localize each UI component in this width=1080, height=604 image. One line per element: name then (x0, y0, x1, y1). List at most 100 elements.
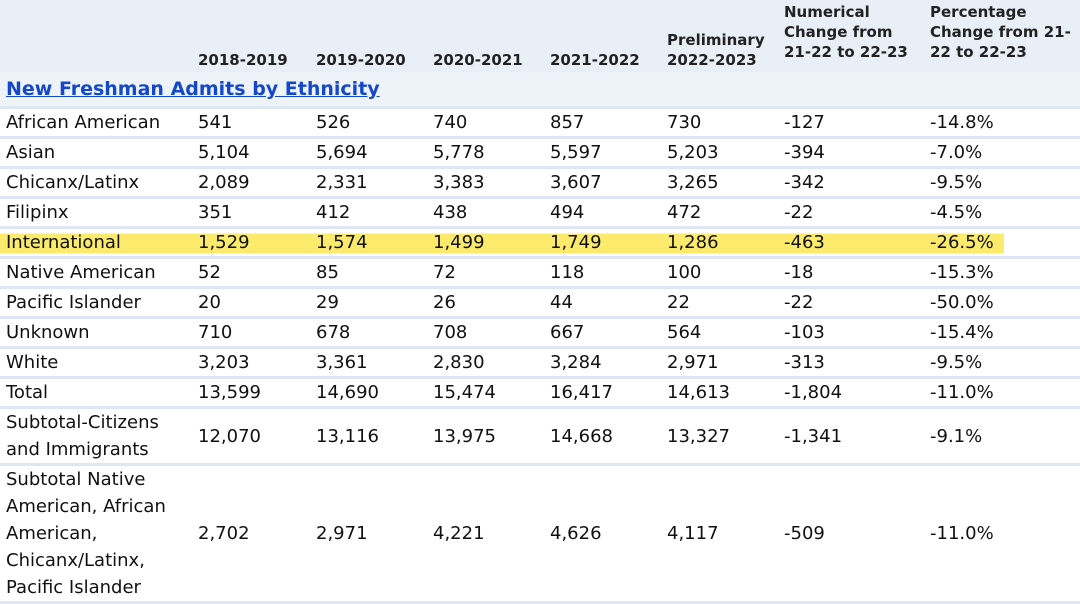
cell-value: 710 (192, 317, 310, 349)
column-header: Numerical Change from 21-22 to 22-23 (778, 0, 924, 72)
cell-value: 541 (192, 107, 310, 139)
table-body: African American 541 526 740 857 730 -127 -14.8… (0, 107, 1080, 604)
cell-value: 16,417 (544, 377, 661, 409)
cell-value: -15.3% (924, 257, 1080, 289)
cell-value: 3,203 (192, 347, 310, 379)
cell-value: -463 (778, 227, 924, 259)
cell-value: 5,203 (661, 137, 778, 169)
cell-value: -1,341 (778, 407, 924, 466)
row-label: Chicanx/Latinx (0, 167, 192, 199)
cell-value: 857 (544, 107, 661, 139)
cell-value: -394 (778, 137, 924, 169)
cell-value: 351 (192, 197, 310, 229)
cell-value: 730 (661, 107, 778, 139)
row-label: African American (0, 107, 192, 139)
column-header: Preliminary 2022-2023 (661, 0, 778, 72)
cell-value: 85 (310, 257, 427, 289)
cell-value: 20 (192, 287, 310, 319)
table-header: 2018-2019 2019-2020 2020-2021 2021-2022 Prel… (0, 0, 1080, 72)
cell-value: 15,474 (427, 377, 544, 409)
table-row: Chicanx/Latinx 2,089 2,331 3,383 3,607 3,265-… (0, 167, 1080, 199)
column-header: 2021-2022 (544, 0, 661, 72)
row-label: Filipinx (0, 197, 192, 229)
cell-value: -15.4% (924, 317, 1080, 349)
row-label: Unknown (0, 317, 192, 349)
row-label: International (0, 227, 192, 259)
cell-value: 2,830 (427, 347, 544, 379)
cell-value: 13,975 (427, 407, 544, 466)
cell-value: 3,361 (310, 347, 427, 379)
cell-value: 2,702 (192, 464, 310, 604)
table-row: Filipinx 351 412 438 494 472 -22 -4.5% (0, 197, 1080, 229)
cell-value: -9.5% (924, 167, 1080, 199)
row-label: Asian (0, 137, 192, 169)
cell-value: -313 (778, 347, 924, 379)
cell-value: 13,599 (192, 377, 310, 409)
cell-value: 472 (661, 197, 778, 229)
section-title[interactable]: New Freshman Admits by Ethnicity (6, 78, 380, 100)
cell-value: 72 (427, 257, 544, 289)
cell-value: 526 (310, 107, 427, 139)
cell-value: -103 (778, 317, 924, 349)
cell-value: -509 (778, 464, 924, 604)
cell-value: 5,778 (427, 137, 544, 169)
cell-value: 14,668 (544, 407, 661, 466)
cell-value: 1,529 (192, 227, 310, 259)
column-header: 2020-2021 (427, 0, 544, 72)
cell-value: 708 (427, 317, 544, 349)
cell-value: 12,070 (192, 407, 310, 466)
cell-value: 13,327 (661, 407, 778, 466)
cell-value: 4,626 (544, 464, 661, 604)
cell-value: 3,284 (544, 347, 661, 379)
cell-value: 44 (544, 287, 661, 319)
cell-value: 740 (427, 107, 544, 139)
cell-value: -14.8% (924, 107, 1080, 139)
cell-value: -11.0% (924, 464, 1080, 604)
row-label: White (0, 347, 192, 379)
cell-value: 2,331 (310, 167, 427, 199)
column-header: 2019-2020 (310, 0, 427, 72)
table-row: White 3,203 3,361 2,830 3,284 2,971 -313 -9.5% (0, 347, 1080, 379)
table-row: Asian 5,104 5,694 5,778 5,597 5,203 -394 -7.0% (0, 137, 1080, 169)
cell-value: 4,221 (427, 464, 544, 604)
cell-value: 1,499 (427, 227, 544, 259)
cell-value: 5,694 (310, 137, 427, 169)
row-label: Native American (0, 257, 192, 289)
cell-value: -9.1% (924, 407, 1080, 466)
cell-value: 5,597 (544, 137, 661, 169)
cell-value: 4,117 (661, 464, 778, 604)
cell-value: 14,690 (310, 377, 427, 409)
column-header: Percentage Change from 21-22 to 22-23 (924, 0, 1080, 72)
cell-value: -11.0% (924, 377, 1080, 409)
row-label: Subtotal Native American, African Americ… (0, 464, 192, 604)
table-row: Subtotal Native American, African Americ… (0, 464, 1080, 604)
cell-value: 26 (427, 287, 544, 319)
cell-value: 3,607 (544, 167, 661, 199)
cell-value: -18 (778, 257, 924, 289)
cell-value: 100 (661, 257, 778, 289)
table-row: Subtotal-Citizens and Immigrants 12,070 13… (0, 407, 1080, 466)
cell-value: -342 (778, 167, 924, 199)
cell-value: -127 (778, 107, 924, 139)
cell-value: -9.5% (924, 347, 1080, 379)
cell-value: 3,383 (427, 167, 544, 199)
cell-value: 1,749 (544, 227, 661, 259)
cell-value: -22 (778, 287, 924, 319)
row-label: Pacific Islander (0, 287, 192, 319)
row-label: Subtotal-Citizens and Immigrants (0, 407, 192, 466)
cell-value: 2,971 (661, 347, 778, 379)
cell-value: 13,116 (310, 407, 427, 466)
cell-value: 412 (310, 197, 427, 229)
table-row: African American 541 526 740 857 730 -127 -14.8… (0, 107, 1080, 139)
cell-value: 52 (192, 257, 310, 289)
cell-value: 1,286 (661, 227, 778, 259)
table-row: Native American 52 85 72 118 100 -18 -15.3% (0, 257, 1080, 289)
cell-value: 22 (661, 287, 778, 319)
cell-value: -22 (778, 197, 924, 229)
cell-value: 2,971 (310, 464, 427, 604)
cell-value: 564 (661, 317, 778, 349)
row-label: Total (0, 377, 192, 409)
column-header: 2018-2019 (192, 0, 310, 72)
